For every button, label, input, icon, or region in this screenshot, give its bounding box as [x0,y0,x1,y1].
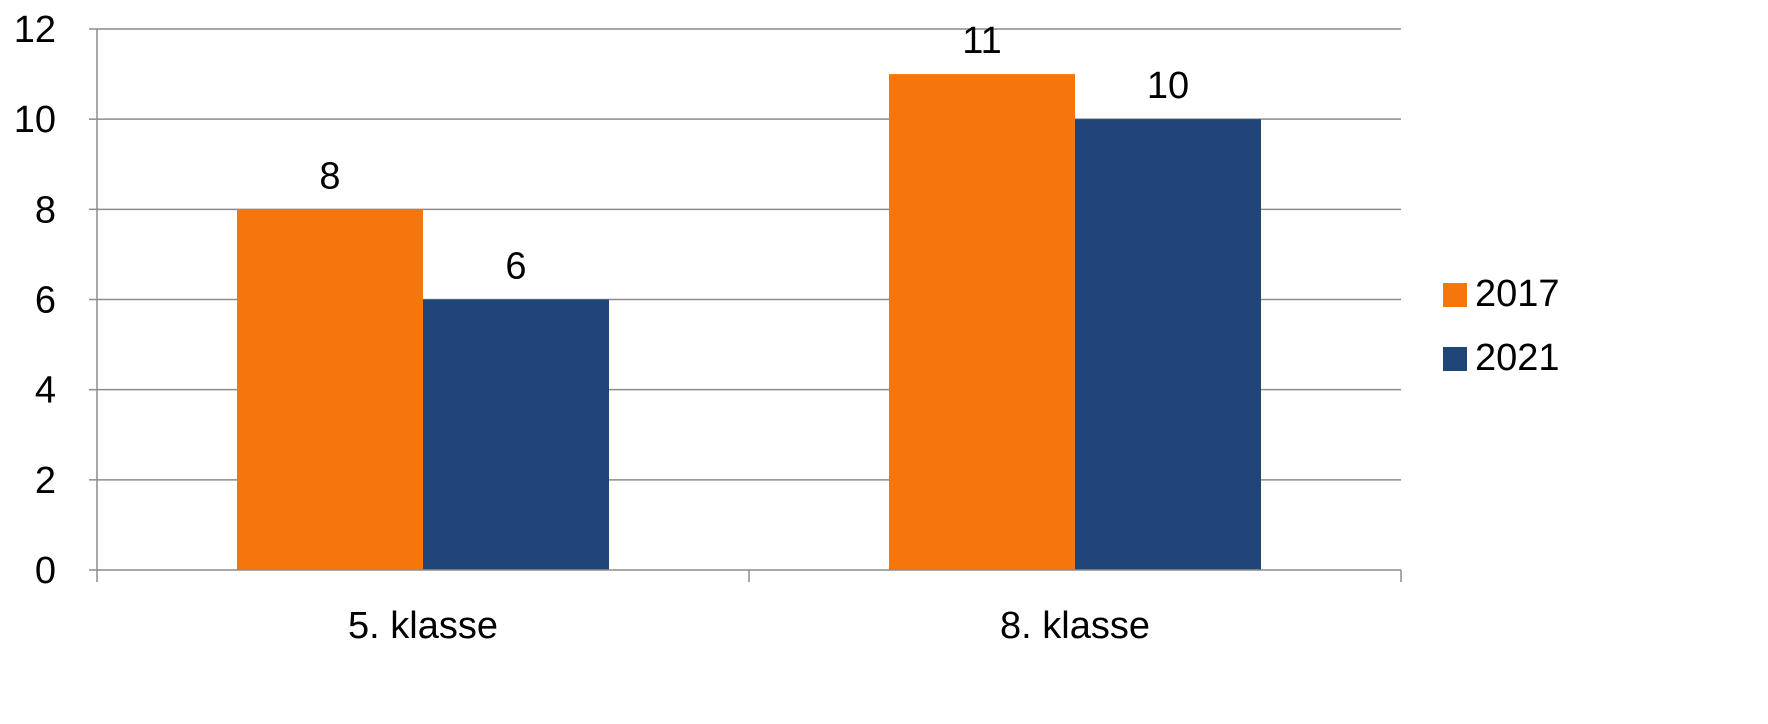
legend-label: 2021 [1475,337,1560,379]
bar [237,209,423,571]
bars [237,74,1261,571]
legend-swatch [1443,283,1467,307]
bar [1075,119,1261,571]
y-tick-label: 4 [35,370,56,412]
y-tick-label: 0 [35,550,56,592]
legend-label: 2017 [1475,273,1560,315]
x-category-label: 5. klasse [348,605,498,647]
bar [423,299,609,570]
data-labels: 8 6 11 10 [319,20,1189,287]
bar-data-label: 10 [1147,65,1189,107]
axes: 0 2 4 6 8 10 12 5. klasse 8. klasse [14,9,1402,647]
y-tick-label: 12 [14,9,56,51]
bar-data-label: 8 [319,155,340,197]
bar [889,74,1075,570]
x-category-label: 8. klasse [1000,605,1150,647]
y-tick-label: 10 [14,99,56,141]
legend: 2017 2021 [1443,273,1560,379]
legend-swatch [1443,347,1467,371]
y-tick-label: 8 [35,189,56,231]
y-tick-label: 2 [35,460,56,502]
bar-data-label: 11 [962,20,1001,62]
y-tick-label: 6 [35,280,56,322]
bar-data-label: 6 [505,246,526,288]
